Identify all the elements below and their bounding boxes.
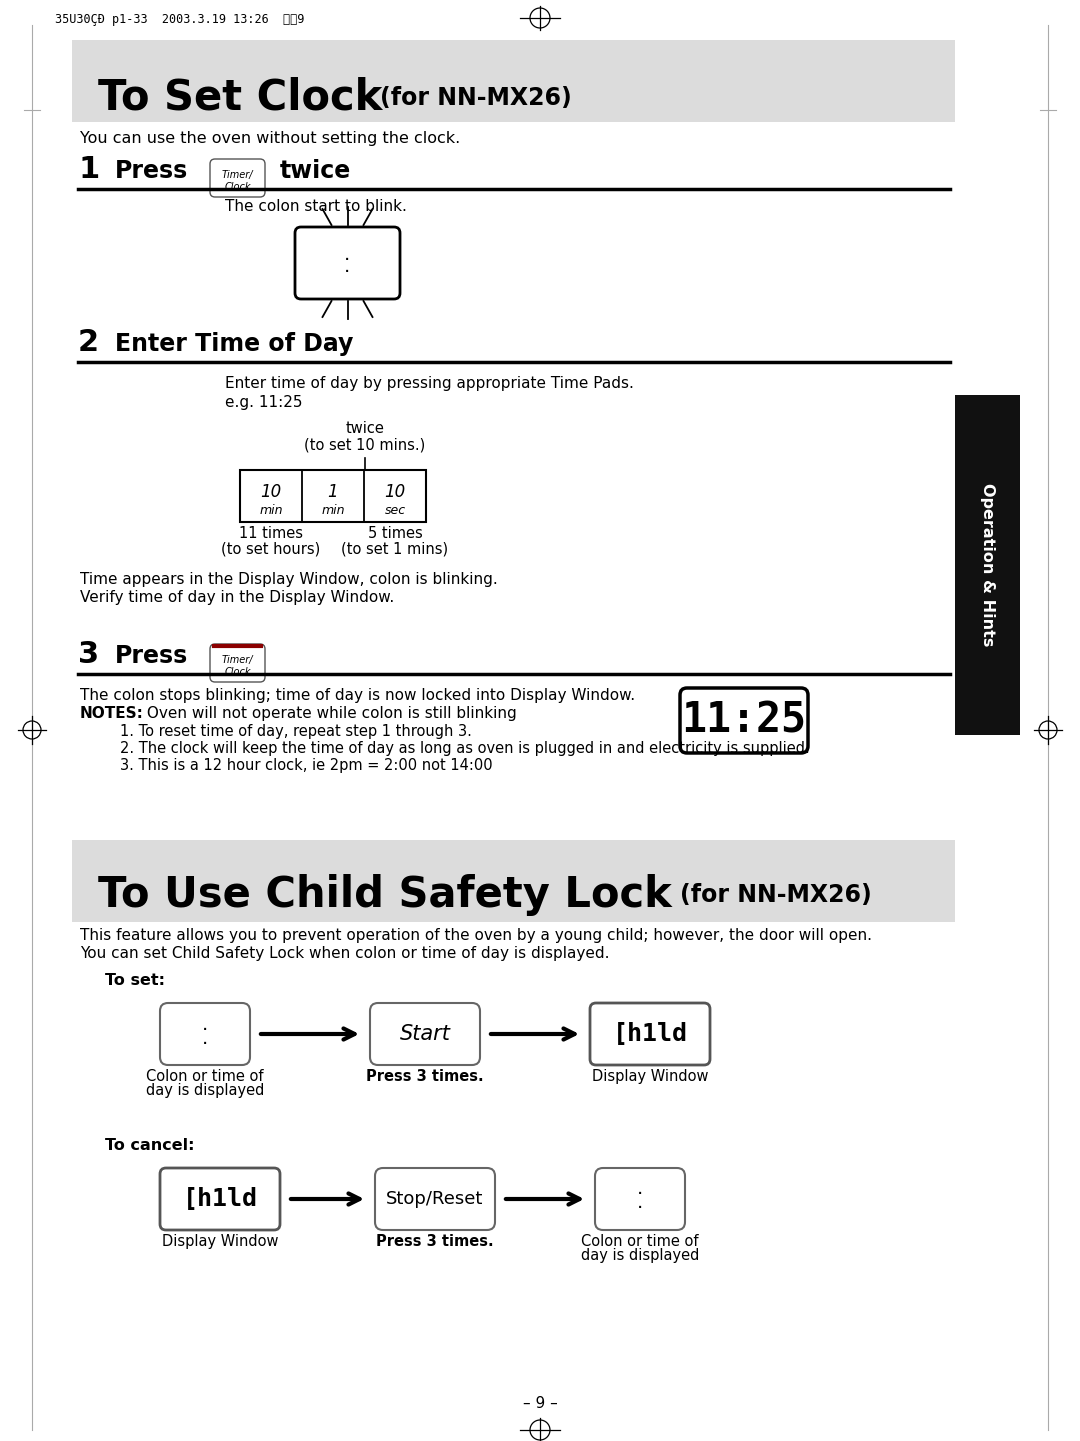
- Bar: [955, 395, 1020, 735]
- Text: NOTES:: NOTES:: [80, 706, 144, 720]
- Text: ·: ·: [202, 1035, 208, 1053]
- Text: 1: 1: [78, 156, 99, 184]
- FancyBboxPatch shape: [595, 1169, 685, 1231]
- FancyBboxPatch shape: [210, 644, 265, 682]
- Text: 2: 2: [78, 329, 99, 357]
- Text: You can use the oven without setting the clock.: You can use the oven without setting the…: [80, 131, 460, 146]
- Text: Colon or time of: Colon or time of: [581, 1233, 699, 1249]
- Text: To set:: To set:: [105, 973, 165, 989]
- Text: Time appears in the Display Window, colon is blinking.: Time appears in the Display Window, colo…: [80, 572, 498, 586]
- Text: Oven will not operate while colon is still blinking: Oven will not operate while colon is sti…: [141, 706, 516, 720]
- Text: day is displayed: day is displayed: [581, 1248, 699, 1262]
- Text: twice: twice: [280, 159, 351, 183]
- Text: Display Window: Display Window: [162, 1233, 279, 1249]
- Text: To Use Child Safety Lock: To Use Child Safety Lock: [98, 875, 672, 916]
- Text: [h1ld: [h1ld: [612, 1022, 688, 1046]
- Bar: [240, 470, 426, 522]
- Text: ·: ·: [202, 1020, 208, 1039]
- Text: Operation & Hints: Operation & Hints: [980, 483, 995, 647]
- FancyBboxPatch shape: [160, 1169, 280, 1231]
- Text: Clock: Clock: [225, 667, 251, 677]
- Text: – 9 –: – 9 –: [523, 1396, 557, 1411]
- Text: Enter time of day by pressing appropriate Time Pads.: Enter time of day by pressing appropriat…: [225, 376, 634, 391]
- Text: 10: 10: [384, 483, 406, 501]
- Text: Press 3 times.: Press 3 times.: [366, 1069, 484, 1084]
- Text: e.g. 11:25: e.g. 11:25: [225, 395, 302, 411]
- Text: Verify time of day in the Display Window.: Verify time of day in the Display Window…: [80, 589, 394, 605]
- Text: Start: Start: [400, 1025, 450, 1043]
- Text: [h1ld: [h1ld: [183, 1187, 257, 1210]
- Text: sec: sec: [384, 503, 406, 516]
- Text: Press 3 times.: Press 3 times.: [376, 1233, 494, 1249]
- Text: 11 times: 11 times: [239, 526, 303, 540]
- Text: Colon or time of: Colon or time of: [146, 1069, 264, 1084]
- Text: (for NN-MX26): (for NN-MX26): [380, 86, 571, 110]
- Text: 2. The clock will keep the time of day as long as oven is plugged in and electri: 2. The clock will keep the time of day a…: [120, 741, 810, 757]
- Text: (to set 1 mins): (to set 1 mins): [341, 542, 448, 558]
- Text: 11:25: 11:25: [681, 699, 807, 742]
- Text: 1. To reset time of day, repeat step 1 through 3.: 1. To reset time of day, repeat step 1 t…: [120, 723, 472, 739]
- Text: ·: ·: [637, 1199, 643, 1219]
- Text: twice: twice: [346, 421, 384, 437]
- Text: To cancel:: To cancel:: [105, 1138, 194, 1153]
- Text: To Set Clock: To Set Clock: [98, 76, 382, 120]
- Text: The colon stops blinking; time of day is now locked into Display Window.: The colon stops blinking; time of day is…: [80, 687, 635, 703]
- Text: 10: 10: [260, 483, 282, 501]
- FancyBboxPatch shape: [590, 1003, 710, 1065]
- Text: This feature allows you to prevent operation of the oven by a young child; howev: This feature allows you to prevent opera…: [80, 928, 872, 942]
- Text: min: min: [321, 503, 345, 516]
- Text: You can set Child Safety Lock when colon or time of day is displayed.: You can set Child Safety Lock when colon…: [80, 945, 609, 961]
- Text: (to set hours): (to set hours): [221, 542, 321, 558]
- Text: Clock: Clock: [225, 182, 251, 192]
- Bar: [72, 840, 955, 922]
- Text: 1: 1: [327, 483, 338, 501]
- FancyBboxPatch shape: [160, 1003, 249, 1065]
- Text: ·: ·: [345, 264, 351, 282]
- Text: ·: ·: [637, 1186, 643, 1205]
- Text: Timer/: Timer/: [221, 170, 253, 180]
- Text: 35U30ÇÐ p1-33  2003.3.19 13:26  页面9: 35U30ÇÐ p1-33 2003.3.19 13:26 页面9: [55, 13, 305, 26]
- Text: ·: ·: [345, 251, 351, 269]
- Text: Enter Time of Day: Enter Time of Day: [114, 331, 353, 356]
- Text: The colon start to blink.: The colon start to blink.: [225, 199, 407, 215]
- Text: 5 times: 5 times: [367, 526, 422, 540]
- Text: Press: Press: [114, 159, 188, 183]
- FancyBboxPatch shape: [680, 687, 808, 754]
- Text: Stop/Reset: Stop/Reset: [387, 1190, 484, 1208]
- Text: Press: Press: [114, 644, 188, 669]
- FancyBboxPatch shape: [210, 159, 265, 197]
- FancyBboxPatch shape: [370, 1003, 480, 1065]
- FancyBboxPatch shape: [295, 228, 400, 298]
- Text: Display Window: Display Window: [592, 1069, 708, 1084]
- FancyBboxPatch shape: [375, 1169, 495, 1231]
- Text: Timer/: Timer/: [221, 656, 253, 664]
- Text: 3. This is a 12 hour clock, ie 2pm = 2:00 not 14:00: 3. This is a 12 hour clock, ie 2pm = 2:0…: [120, 758, 492, 772]
- Text: (for NN-MX26): (for NN-MX26): [680, 883, 872, 906]
- Bar: [72, 40, 955, 122]
- Text: (to set 10 mins.): (to set 10 mins.): [305, 438, 426, 452]
- Text: min: min: [259, 503, 283, 516]
- Text: day is displayed: day is displayed: [146, 1084, 265, 1098]
- Text: 3: 3: [78, 640, 99, 669]
